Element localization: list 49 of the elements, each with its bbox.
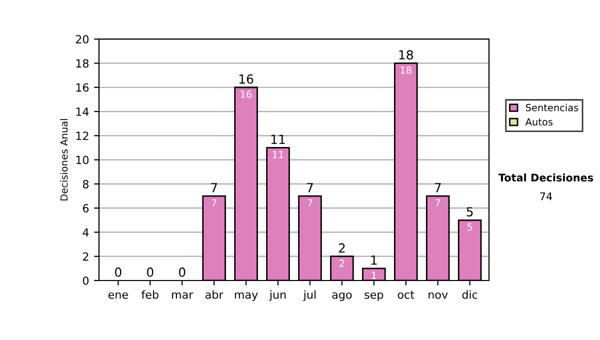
- x-tick-label: oct: [398, 290, 414, 299]
- data-label: 16: [240, 90, 252, 98]
- y-tick-label: 8: [82, 180, 89, 188]
- total-label: 0: [115, 267, 122, 277]
- total-label: 7: [211, 183, 217, 192]
- y-tick-label: 0: [82, 276, 89, 285]
- total-label: 11: [271, 134, 285, 144]
- y-tick-label: 10: [76, 156, 89, 164]
- total-label: 18: [399, 50, 413, 60]
- data-label: 1: [372, 272, 376, 279]
- x-tick-label: jul: [303, 290, 316, 301]
- total-label: 5: [466, 207, 473, 217]
- x-tick-label: feb: [142, 290, 158, 299]
- total-label: 16: [239, 74, 254, 84]
- data-label: 2: [340, 260, 344, 267]
- x-tick-label: jun: [269, 290, 286, 301]
- total-label: 0: [146, 267, 154, 277]
- x-tick-label: dic: [462, 290, 478, 299]
- text: Total Decisiones: [498, 173, 594, 182]
- y-tick-label: 16: [76, 83, 89, 92]
- y-tick-label: 12: [76, 132, 88, 140]
- y-tick-label: 2: [83, 252, 88, 261]
- x-tick-label: ene: [108, 292, 128, 299]
- total-label: 1: [371, 256, 377, 265]
- data-label: 5: [467, 223, 472, 231]
- data-label: 7: [308, 199, 312, 206]
- x-tick-label: nov: [428, 292, 448, 299]
- x-tick-label: sep: [364, 292, 384, 301]
- y-axis-title: Decisiones Anual: [60, 119, 68, 200]
- y-tick-label: 20: [76, 35, 89, 44]
- total-label: 0: [178, 267, 186, 277]
- total-label: 7: [307, 183, 313, 192]
- total-label: 2: [338, 243, 345, 253]
- y-tick-label: 4: [82, 228, 89, 236]
- y-tick-label: 18: [76, 59, 89, 68]
- data-label: 11: [272, 151, 284, 158]
- y-tick-label: 6: [82, 204, 89, 212]
- legend-label: Autos: [525, 118, 552, 126]
- y-tick-label: 14: [76, 108, 89, 116]
- x-tick-label: may: [234, 292, 258, 301]
- data-label: 7: [436, 199, 440, 206]
- text: 74: [540, 192, 552, 200]
- legend-label: Sentencias: [526, 104, 578, 112]
- total-label: 7: [434, 183, 441, 192]
- x-tick-label: ago: [332, 292, 352, 301]
- x-tick-label: mar: [172, 292, 194, 299]
- data-label: 18: [400, 66, 412, 74]
- x-tick-label: abr: [206, 290, 224, 299]
- data-label: 7: [212, 199, 216, 206]
